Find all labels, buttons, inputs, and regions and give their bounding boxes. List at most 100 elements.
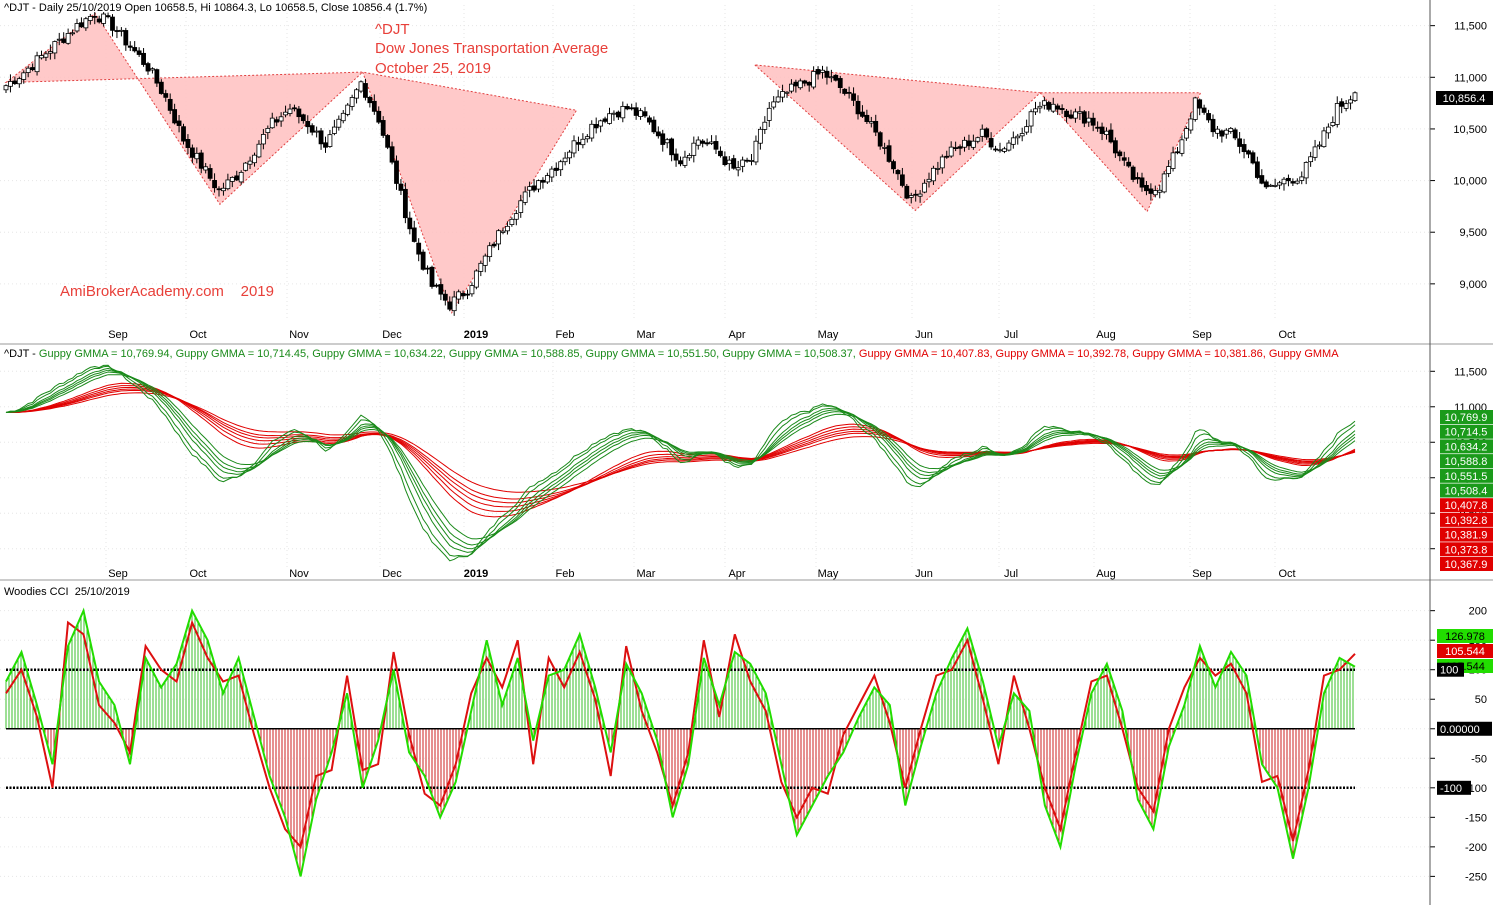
gmma-value-tag-bg (1440, 468, 1493, 483)
price-candle-up (544, 175, 550, 183)
cci-lines (5, 607, 1356, 877)
price-pane: ^DJT - Daily 25/10/2019 Open 10658.5, Hi… (0, 0, 1493, 341)
price-candle-up (811, 71, 817, 88)
gmma-value-tag-text: 10,714.5 (1445, 427, 1488, 439)
price-candle-up (118, 29, 124, 32)
price-candle-up (1281, 178, 1287, 185)
gmma-x-tick-label: May (818, 568, 839, 580)
price-candle-up (1002, 148, 1007, 152)
price-candle-down (833, 74, 839, 81)
price-candle-up (753, 140, 759, 163)
last-price-tag-text: 10,856.4 (1443, 93, 1486, 105)
price-candle-up (775, 96, 781, 103)
price-candle-up (478, 262, 484, 272)
price-candle-down (434, 284, 439, 287)
price-candle-down (181, 126, 186, 142)
gmma-y-tick-label: 11,500 (1454, 366, 1487, 378)
price-candle-up (1024, 126, 1030, 133)
price-candle-down (305, 121, 311, 128)
price-x-tick-label: Mar (637, 329, 656, 341)
price-x-tick-label: Sep (108, 329, 128, 341)
price-candle-down (944, 155, 950, 158)
price-candle-down (602, 118, 608, 122)
price-candle-up (345, 104, 351, 115)
gmma-short-line (5, 369, 1356, 550)
price-candle-down (198, 152, 204, 169)
gmma-value-tag-text: 10,367.9 (1445, 559, 1488, 571)
gmma-value-tag-bg (1440, 454, 1493, 469)
price-candle-down (1121, 157, 1127, 161)
gmma-value-tag-text: 10,769.9 (1445, 412, 1488, 424)
price-candle-up (358, 81, 364, 92)
price-candle-up (1041, 100, 1047, 106)
price-candle-down (141, 52, 146, 65)
gmma-short-line (5, 367, 1356, 553)
price-candle-up (682, 156, 688, 166)
cci-last-tag-text: 126.978 (1445, 631, 1485, 643)
price-candle-down (1219, 130, 1225, 137)
price-candle-up (1303, 162, 1309, 179)
price-candle-down (389, 146, 395, 163)
price-candle-down (376, 110, 382, 123)
cci-reference-tag-bg (1437, 662, 1464, 677)
price-candle-up (1086, 117, 1092, 123)
price-candle-down (731, 158, 737, 169)
gmma-x-tick-label: Jun (915, 568, 933, 580)
price-candle-up (265, 128, 271, 133)
price-candle-up (1006, 142, 1012, 151)
price-candle-up (1170, 152, 1176, 169)
price-candle-down (1263, 181, 1269, 188)
price-candle-down (633, 107, 639, 116)
price-candle-down (172, 109, 178, 124)
cci-histogram (5, 610, 1354, 875)
price-x-tick-label: Oct (1278, 329, 1295, 341)
price-candle-up (948, 146, 954, 157)
price-candle-down (873, 120, 879, 133)
gmma-header: ^DJT - Guppy GMMA = 10,769.94, Guppy GMM… (4, 348, 1339, 360)
gmma-value-tag-bg (1440, 498, 1493, 513)
price-candle-up (740, 159, 746, 167)
price-candle-up (828, 76, 834, 79)
price-candle-down (1046, 102, 1052, 110)
gmma-x-axis: Sep Oct Nov Dec 2019 Feb Mar Apr May Jun Jul Aug Sep… (108, 568, 1295, 580)
price-candle-up (482, 255, 488, 266)
price-candle-down (673, 153, 679, 161)
gmma-x-tick-label: Oct (1278, 568, 1295, 580)
price-candle-up (509, 218, 515, 225)
price-candle-down (1108, 129, 1114, 143)
cci-y-tick-label: -250 (1465, 871, 1487, 883)
gmma-value-tag-bg (1440, 542, 1493, 557)
price-y-tick-label: 10,000 (1453, 176, 1487, 188)
price-candle-down (815, 69, 821, 75)
price-candle-down (105, 15, 111, 18)
price-candle-up (1223, 129, 1229, 135)
price-candle-up (229, 176, 235, 182)
price-candle-down (1099, 126, 1105, 134)
price-candle-down (132, 47, 138, 52)
price-candle-up (473, 270, 479, 288)
price-candle-down (1259, 175, 1265, 184)
price-candle-up (513, 213, 519, 220)
price-x-tick-label: Dec (382, 329, 402, 341)
price-candle-down (802, 80, 808, 84)
gmma-long-line (5, 385, 1356, 512)
price-candle-up (278, 116, 284, 122)
price-candle-up (101, 13, 107, 24)
price-candle-down (318, 130, 324, 145)
price-candle-down (957, 146, 963, 149)
gmma-x-tick-label: Apr (728, 568, 745, 580)
price-y-tick-label: 9,000 (1459, 279, 1487, 291)
price-candle-down (899, 174, 905, 186)
price-candle-up (1215, 128, 1220, 134)
price-candle-up (87, 16, 93, 21)
price-candle-up (558, 161, 564, 171)
harmonic-patterns (4, 12, 1202, 314)
price-candle-up (1228, 127, 1234, 132)
price-candle-down (1206, 113, 1211, 121)
price-candle-up (611, 112, 617, 115)
price-candle-up (150, 68, 155, 71)
price-candle-down (913, 193, 919, 196)
price-candle-down (1246, 150, 1251, 155)
price-candle-up (500, 230, 506, 233)
price-candle-down (718, 150, 723, 157)
